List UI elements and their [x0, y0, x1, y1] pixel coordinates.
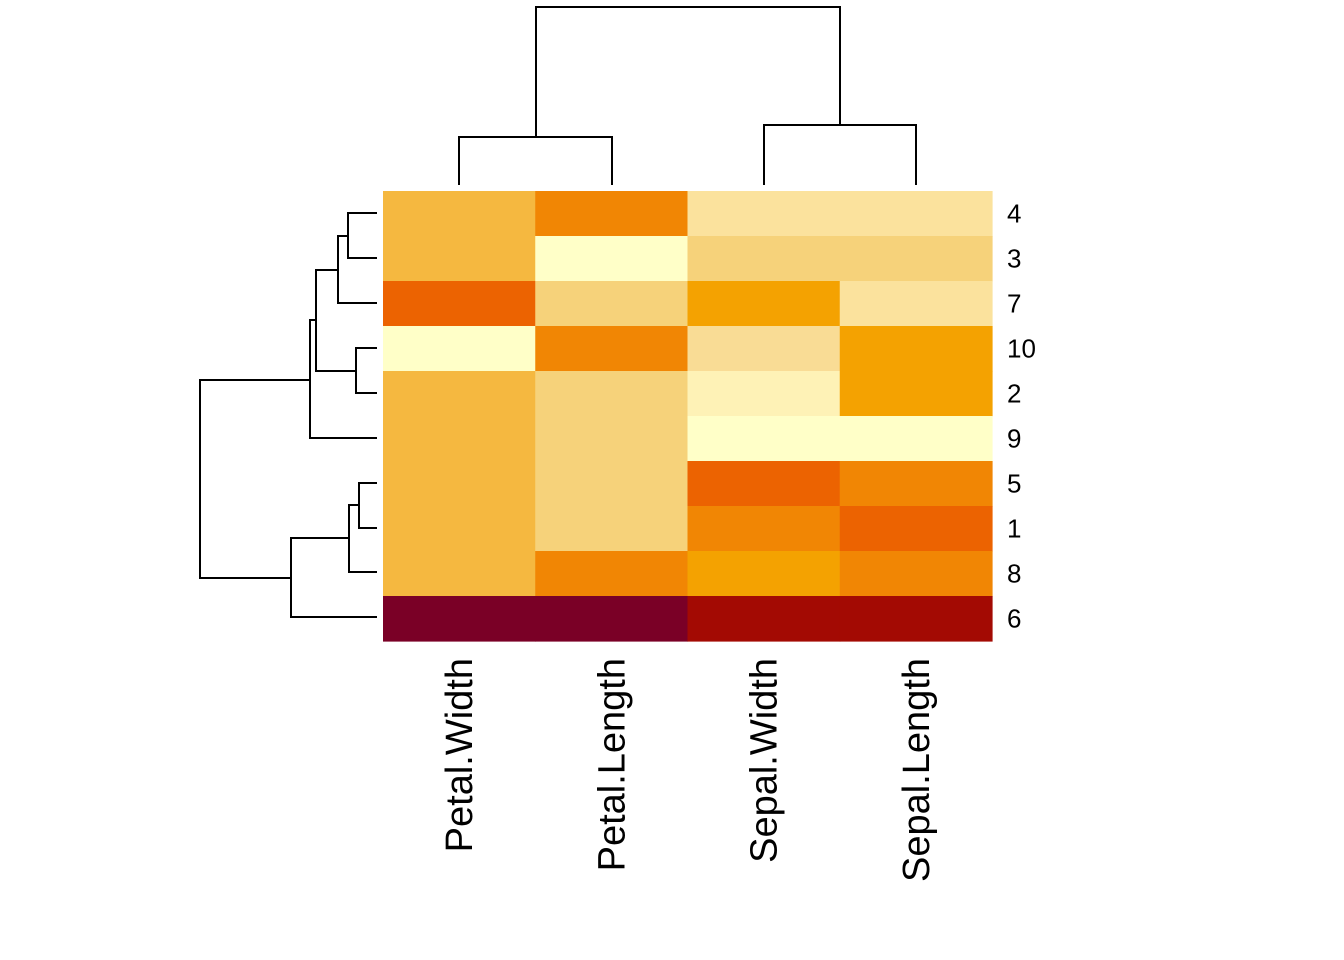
heatmap-cell-row-5-petal-length — [535, 461, 689, 507]
row-dendro-branch-51-8 — [348, 504, 377, 573]
heatmap-cell-row-9-petal-width — [383, 416, 536, 462]
row-label-2: 2 — [1007, 379, 1021, 409]
row-dendrogram — [199, 212, 377, 618]
row-dendro-branch-518-6 — [290, 537, 377, 618]
heatmap-cell-row-3-sepal-width — [687, 236, 841, 282]
heatmap-cell-row-8-petal-length — [535, 551, 689, 597]
heatmap-cell-row-10-sepal-length — [839, 326, 993, 372]
heatmap-cell-row-8-petal-width — [383, 551, 536, 597]
heatmap-cell-row-4-petal-length — [535, 191, 689, 237]
heatmap-cell-row-3-petal-length — [535, 236, 689, 282]
heatmap-cell-row-2-petal-length — [535, 371, 689, 417]
heatmap-cell-row-1-sepal-length — [839, 506, 993, 552]
heatmap-cell-row-4-sepal-width — [687, 191, 841, 237]
heatmap-cell-row-5-sepal-width — [687, 461, 841, 507]
heatmap-cell-row-10-petal-length — [535, 326, 689, 372]
column-label-sepal-width: Sepal.Width — [744, 658, 786, 863]
heatmap-cell-row-2-petal-width — [383, 371, 536, 417]
heatmap-cell-row-3-petal-width — [383, 236, 536, 282]
col-dendro-branch-root — [535, 6, 841, 137]
heatmap-cell-row-4-petal-width — [383, 191, 536, 237]
column-label-sepal-length: Sepal.Length — [896, 658, 938, 882]
column-dendrogram — [458, 6, 917, 185]
row-dendro-branch-437-102 — [315, 269, 356, 372]
row-dendro-branch-5-1 — [358, 482, 377, 529]
heatmap-cell-row-6-petal-length — [535, 596, 689, 642]
row-label-4: 4 — [1007, 199, 1021, 229]
heatmap-cell-row-5-petal-width — [383, 461, 536, 507]
row-label-6: 6 — [1007, 604, 1021, 634]
heatmap-cell-row-5-sepal-length — [839, 461, 993, 507]
row-label-5: 5 — [1007, 469, 1021, 499]
heatmap-cell-row-1-petal-length — [535, 506, 689, 552]
heatmap-cell-row-1-petal-width — [383, 506, 536, 552]
column-labels: Petal.Width Petal.Length Sepal.Width Sepal.… — [439, 658, 938, 882]
row-label-3: 3 — [1007, 244, 1021, 274]
heatmap-cell-row-9-petal-length — [535, 416, 689, 462]
heatmap-cell-row-7-petal-length — [535, 281, 689, 327]
heatmap-cell-row-9-sepal-width — [687, 416, 841, 462]
row-dendro-branch-9 — [309, 319, 377, 439]
heatmap-cell-row-1-sepal-width — [687, 506, 841, 552]
heatmap-cells — [383, 191, 993, 642]
col-dendro-branch-sepal — [763, 124, 917, 185]
heatmap-cell-row-8-sepal-length — [839, 551, 993, 597]
heatmap-cell-row-2-sepal-length — [839, 371, 993, 417]
heatmap-cell-row-7-sepal-length — [839, 281, 993, 327]
row-label-8: 8 — [1007, 559, 1021, 589]
heatmap-cell-row-10-sepal-width — [687, 326, 841, 372]
heatmap-cell-row-2-sepal-width — [687, 371, 841, 417]
heatmap-cell-row-6-petal-width — [383, 596, 536, 642]
heatmap-cell-row-9-sepal-length — [839, 416, 993, 462]
row-dendro-branch-43-7 — [337, 235, 377, 304]
heatmap-cell-row-8-sepal-width — [687, 551, 841, 597]
row-dendro-branch-root — [199, 379, 310, 579]
heatmap-cell-row-6-sepal-length — [839, 596, 993, 642]
row-label-10: 10 — [1007, 334, 1036, 364]
row-dendro-branch-10-2 — [355, 347, 377, 394]
heatmap-cell-row-4-sepal-length — [839, 191, 993, 237]
row-label-7: 7 — [1007, 289, 1021, 319]
column-label-petal-length: Petal.Length — [591, 658, 633, 871]
column-label-petal-width: Petal.Width — [439, 658, 481, 852]
heatmap-cell-row-10-petal-width — [383, 326, 536, 372]
heatmap-cell-row-3-sepal-length — [839, 236, 993, 282]
row-dendro-branch-4-3 — [347, 212, 377, 259]
heatmap-cell-row-7-sepal-width — [687, 281, 841, 327]
col-dendro-branch-petal — [458, 136, 613, 185]
heatmap-cell-row-6-sepal-width — [687, 596, 841, 642]
row-labels: 4 3 7 10 2 9 5 1 8 6 — [1007, 199, 1036, 634]
heatmap-cell-row-7-petal-width — [383, 281, 536, 327]
row-label-1: 1 — [1007, 514, 1021, 544]
row-label-9: 9 — [1007, 424, 1021, 454]
